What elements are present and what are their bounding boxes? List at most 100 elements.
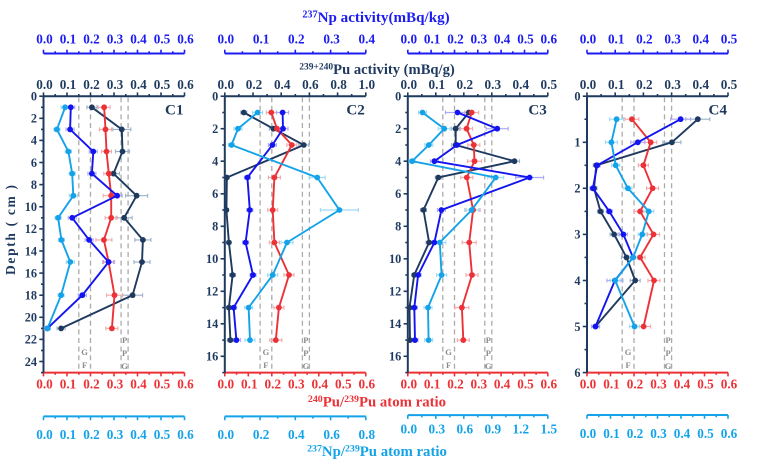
- svg-text:0.4: 0.4: [674, 377, 691, 392]
- svg-text:0.2: 0.2: [246, 77, 263, 92]
- svg-text:14: 14: [206, 317, 218, 331]
- svg-text:0.3: 0.3: [471, 31, 488, 46]
- svg-text:0.6: 0.6: [177, 77, 194, 92]
- svg-text:0.0: 0.0: [580, 77, 597, 92]
- svg-text:0.4: 0.4: [359, 31, 376, 46]
- svg-text:0.6: 0.6: [177, 427, 194, 442]
- svg-text:0.2: 0.2: [83, 377, 100, 392]
- svg-text:0.6: 0.6: [177, 377, 194, 392]
- svg-text:F: F: [625, 360, 630, 370]
- svg-text:18: 18: [25, 289, 37, 303]
- svg-text:0.3: 0.3: [650, 377, 667, 392]
- svg-text:0.8: 0.8: [359, 427, 376, 442]
- svg-text:P: P: [303, 335, 308, 345]
- svg-text:0.2: 0.2: [447, 377, 464, 392]
- svg-text:8: 8: [395, 220, 401, 234]
- svg-text:0.0: 0.0: [36, 77, 53, 92]
- svg-text:F: F: [263, 360, 268, 370]
- svg-text:Depth ( cm ): Depth ( cm ): [3, 185, 18, 275]
- svg-text:0.2: 0.2: [636, 31, 653, 46]
- svg-text:0.1: 0.1: [60, 31, 76, 46]
- svg-text:16: 16: [25, 266, 37, 280]
- svg-text:0.0: 0.0: [401, 377, 418, 392]
- svg-text:0.3: 0.3: [664, 77, 681, 92]
- svg-text:0.6: 0.6: [359, 377, 376, 392]
- svg-text:237Np/239Pu atom ratio: 237Np/239Pu atom ratio: [307, 444, 447, 460]
- svg-text:0.8: 0.8: [330, 77, 347, 92]
- svg-text:0.1: 0.1: [253, 31, 269, 46]
- svg-text:14: 14: [389, 317, 401, 331]
- svg-text:0.3: 0.3: [650, 426, 667, 441]
- svg-text:F: F: [446, 360, 451, 370]
- svg-text:0: 0: [574, 90, 580, 104]
- svg-text:0: 0: [212, 90, 218, 104]
- svg-text:0.0: 0.0: [218, 77, 235, 92]
- svg-text:0.1: 0.1: [241, 377, 257, 392]
- svg-text:0.0: 0.0: [218, 31, 235, 46]
- svg-text:0.6: 0.6: [302, 77, 319, 92]
- svg-text:0.1: 0.1: [424, 31, 440, 46]
- svg-text:0.2: 0.2: [627, 426, 644, 441]
- svg-text:0.0: 0.0: [36, 427, 53, 442]
- svg-text:0.6: 0.6: [721, 426, 738, 441]
- svg-text:0.4: 0.4: [494, 377, 511, 392]
- svg-text:0.0: 0.0: [36, 31, 53, 46]
- svg-text:0.0: 0.0: [218, 427, 235, 442]
- svg-text:0.5: 0.5: [517, 31, 534, 46]
- svg-text:0.2: 0.2: [447, 31, 464, 46]
- svg-text:1.5: 1.5: [541, 422, 558, 437]
- svg-text:0.4: 0.4: [288, 427, 305, 442]
- svg-text:0.4: 0.4: [312, 377, 329, 392]
- svg-text:0.4: 0.4: [674, 426, 691, 441]
- svg-text:0.3: 0.3: [471, 377, 488, 392]
- svg-text:0.1: 0.1: [60, 77, 76, 92]
- svg-text:0.4: 0.4: [693, 31, 710, 46]
- svg-text:C1: C1: [165, 103, 183, 119]
- svg-text:0.4: 0.4: [693, 77, 710, 92]
- svg-text:0.5: 0.5: [697, 426, 714, 441]
- svg-text:1: 1: [574, 136, 580, 150]
- svg-text:4: 4: [212, 155, 218, 169]
- svg-text:0.0: 0.0: [580, 426, 597, 441]
- svg-text:0.4: 0.4: [130, 31, 147, 46]
- svg-text:P: P: [665, 348, 670, 358]
- svg-text:0.4: 0.4: [494, 31, 511, 46]
- svg-text:8: 8: [31, 178, 37, 192]
- svg-text:0.2: 0.2: [253, 427, 270, 442]
- svg-text:C3: C3: [528, 103, 547, 119]
- svg-text:0.1: 0.1: [424, 377, 440, 392]
- svg-text:0.5: 0.5: [721, 77, 738, 92]
- svg-text:0: 0: [395, 90, 401, 104]
- svg-text:P: P: [486, 335, 491, 345]
- svg-text:0.2: 0.2: [265, 377, 282, 392]
- svg-text:0.2: 0.2: [83, 31, 100, 46]
- svg-text:0.4: 0.4: [130, 427, 147, 442]
- svg-text:239+240Pu activity (mBq/g): 239+240Pu activity (mBq/g): [299, 62, 455, 78]
- svg-text:8: 8: [212, 220, 218, 234]
- svg-text:C4: C4: [709, 103, 728, 119]
- svg-text:0.3: 0.3: [664, 31, 681, 46]
- svg-text:G: G: [81, 347, 88, 357]
- svg-text:0.9: 0.9: [485, 422, 502, 437]
- svg-text:G: G: [445, 347, 452, 357]
- svg-text:0.1: 0.1: [603, 377, 619, 392]
- svg-text:0.5: 0.5: [721, 31, 738, 46]
- svg-text:0.2: 0.2: [457, 77, 474, 92]
- svg-text:0.5: 0.5: [154, 377, 171, 392]
- svg-text:6: 6: [395, 187, 401, 201]
- svg-text:0.5: 0.5: [541, 77, 558, 92]
- svg-text:F: F: [82, 360, 87, 370]
- svg-text:0.5: 0.5: [154, 31, 171, 46]
- svg-text:G: G: [263, 347, 270, 357]
- svg-text:C2: C2: [346, 103, 364, 119]
- svg-text:0.3: 0.3: [429, 422, 446, 437]
- svg-text:16: 16: [206, 350, 218, 364]
- svg-text:16: 16: [389, 350, 401, 364]
- svg-text:0.1: 0.1: [603, 426, 619, 441]
- svg-text:0.0: 0.0: [218, 377, 235, 392]
- svg-text:G: G: [121, 361, 128, 371]
- svg-text:0.1: 0.1: [608, 31, 624, 46]
- svg-text:0.0: 0.0: [401, 31, 418, 46]
- svg-text:10: 10: [389, 252, 401, 266]
- svg-text:G: G: [665, 361, 672, 371]
